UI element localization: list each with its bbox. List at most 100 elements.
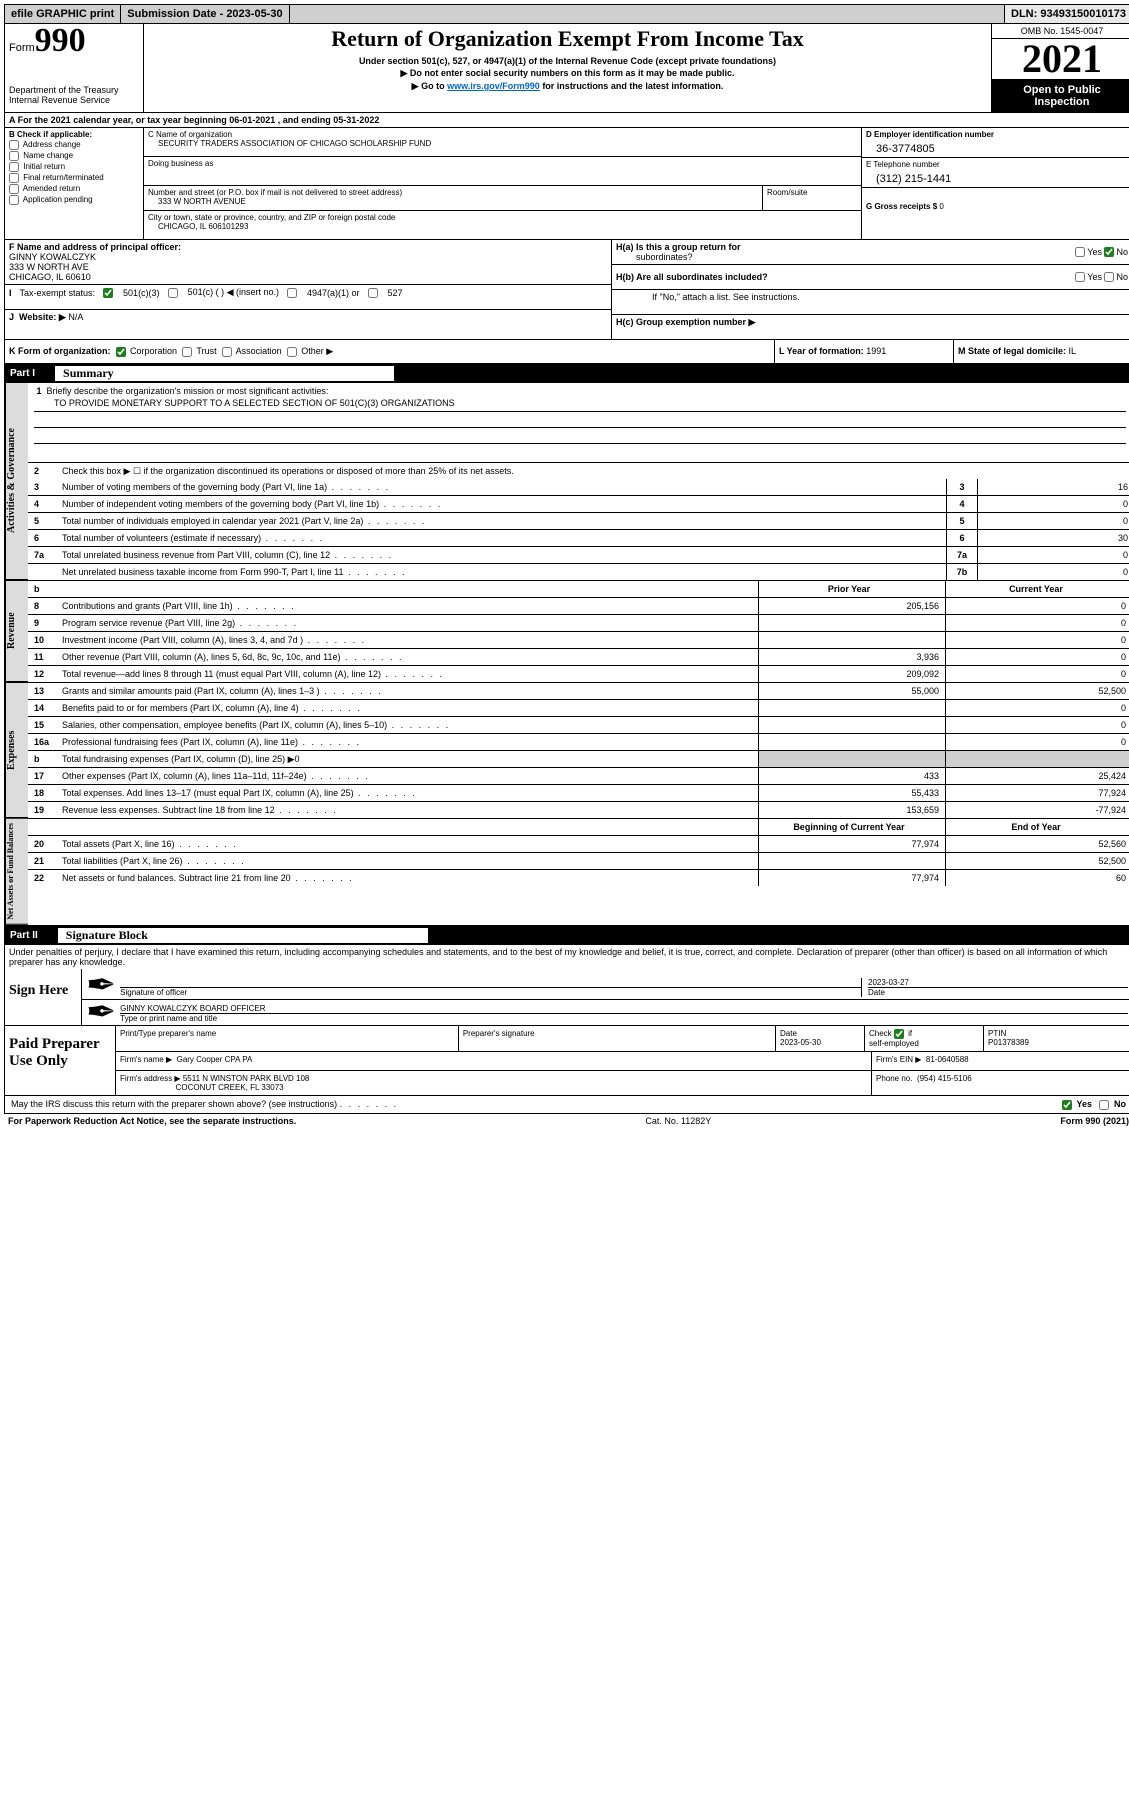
- efile-print-button[interactable]: efile GRAPHIC print: [5, 5, 121, 23]
- section-bcdeg: B Check if applicable: Address change Na…: [4, 128, 1129, 239]
- signer-name-label: Type or print name and title: [120, 1013, 1128, 1023]
- line2-text: Check this box ▶ ☐ if the organization d…: [60, 464, 1129, 479]
- form-ref: Form 990 (2021): [1060, 1116, 1129, 1126]
- col-fij: F Name and address of principal officer:…: [5, 240, 612, 339]
- hb-label: H(b) Are all subordinates included?: [616, 272, 768, 282]
- bottom-row: For Paperwork Reduction Act Notice, see …: [4, 1114, 1129, 1128]
- hc-label: H(c) Group exemption number ▶: [616, 317, 755, 327]
- chk-hb-yes[interactable]: [1075, 272, 1085, 282]
- chk-name-change[interactable]: Name change: [9, 151, 139, 161]
- summary-line: 17Other expenses (Part IX, column (A), l…: [28, 768, 1129, 785]
- dept-label: Department of the Treasury: [9, 85, 139, 95]
- dba-label: Doing business as: [148, 159, 857, 168]
- instr-ssn: Do not enter social security numbers on …: [150, 68, 985, 79]
- chk-assoc[interactable]: [222, 347, 232, 357]
- preparer-sig-label: Preparer's signature: [459, 1026, 776, 1051]
- col-c: C Name of organization SECURITY TRADERS …: [144, 128, 861, 239]
- summary-line: 10Investment income (Part VIII, column (…: [28, 632, 1129, 649]
- j-website-cell: J Website: ▶ N/A: [5, 310, 611, 334]
- col-deg: D Employer identification number 36-3774…: [861, 128, 1129, 239]
- chk-initial-return[interactable]: Initial return: [9, 162, 139, 172]
- form-title: Return of Organization Exempt From Incom…: [150, 26, 985, 52]
- firm-addr2: COCONUT CREEK, FL 33073: [176, 1083, 284, 1092]
- summary-line: 3Number of voting members of the governi…: [28, 479, 1129, 496]
- preparer-name-label: Print/Type preparer's name: [116, 1026, 459, 1051]
- part2-title: Signature Block: [58, 928, 428, 943]
- chk-ha-yes[interactable]: [1075, 247, 1085, 257]
- org-name: SECURITY TRADERS ASSOCIATION OF CHICAGO …: [148, 139, 857, 148]
- summary-line: 8Contributions and grants (Part VIII, li…: [28, 598, 1129, 615]
- open-line1: Open to Public: [994, 84, 1129, 96]
- signature-declaration: Under penalties of perjury, I declare th…: [4, 945, 1129, 969]
- summary-expenses: Expenses 13Grants and similar amounts pa…: [4, 683, 1129, 819]
- summary-line: 5Total number of individuals employed in…: [28, 513, 1129, 530]
- prior-year-hdr: Prior Year: [758, 581, 945, 597]
- tax-year: 2021: [992, 39, 1129, 80]
- k-label: K Form of organization:: [9, 346, 111, 356]
- open-to-public: Open to Public Inspection: [992, 80, 1129, 112]
- vtab-revenue: Revenue: [5, 581, 28, 682]
- signer-name: GINNY KOWALCZYK BOARD OFFICER: [120, 1004, 265, 1013]
- chk-501c3[interactable]: [103, 288, 113, 298]
- paid-row-3: Firm's address ▶ 5511 N WINSTON PARK BLV…: [116, 1071, 1129, 1095]
- open-line2: Inspection: [994, 96, 1129, 108]
- l-label: L Year of formation:: [779, 346, 864, 356]
- k-cell: K Form of organization: Corporation Trus…: [5, 340, 775, 363]
- prep-date-label: Date: [780, 1029, 797, 1038]
- hb-cell: H(b) Are all subordinates included? Yes …: [612, 265, 1129, 290]
- ein-value: 36-3774805: [866, 139, 1128, 155]
- na-header-row: Beginning of Current Year End of Year: [28, 819, 1129, 836]
- chk-final-return[interactable]: Final return/terminated: [9, 173, 139, 183]
- chk-ha-no[interactable]: [1104, 247, 1114, 257]
- mission-label: Briefly describe the organization's miss…: [47, 386, 329, 396]
- chk-trust[interactable]: [182, 347, 192, 357]
- firm-name-label: Firm's name ▶: [120, 1055, 172, 1064]
- summary-line: bTotal fundraising expenses (Part IX, co…: [28, 751, 1129, 768]
- summary-line: 20Total assets (Part X, line 16)77,97452…: [28, 836, 1129, 853]
- sign-here-block: Sign Here ✒ Signature of officer 2023-03…: [4, 969, 1129, 1027]
- summary-line: 22Net assets or fund balances. Subtract …: [28, 870, 1129, 886]
- sign-date-label: Date: [868, 987, 1128, 997]
- m-value: IL: [1069, 346, 1077, 356]
- paid-preparer-label: Paid Preparer Use Only: [5, 1026, 116, 1095]
- chk-discuss-yes[interactable]: [1062, 1100, 1072, 1110]
- sign-date: 2023-03-27: [868, 978, 909, 987]
- discuss-row: May the IRS discuss this return with the…: [4, 1096, 1129, 1114]
- summary-netassets: Net Assets or Fund Balances Beginning of…: [4, 819, 1129, 926]
- l-value: 1991: [866, 346, 886, 356]
- firm-addr: 5511 N WINSTON PARK BLVD 108: [183, 1074, 310, 1083]
- irs-link[interactable]: www.irs.gov/Form990: [447, 81, 540, 91]
- line-a-text: For the 2021 calendar year, or tax year …: [18, 115, 380, 125]
- summary-line: 16aProfessional fundraising fees (Part I…: [28, 734, 1129, 751]
- paid-row-1: Print/Type preparer's name Preparer's si…: [116, 1026, 1129, 1052]
- summary-governance: Activities & Governance 1 Briefly descri…: [4, 383, 1129, 581]
- firm-phone: (954) 415-5106: [917, 1074, 972, 1083]
- chk-4947[interactable]: [287, 288, 297, 298]
- ptin-value: P01378389: [988, 1038, 1029, 1047]
- submission-date-button[interactable]: Submission Date - 2023-05-30: [121, 5, 289, 23]
- instr-goto-pre: Go to: [421, 81, 447, 91]
- chk-527[interactable]: [368, 288, 378, 298]
- summary-line: 4Number of independent voting members of…: [28, 496, 1129, 513]
- chk-amended-return[interactable]: Amended return: [9, 184, 139, 194]
- phone-value: (312) 215-1441: [866, 169, 1128, 185]
- chk-hb-no[interactable]: [1104, 272, 1114, 282]
- chk-501c[interactable]: [168, 288, 178, 298]
- summary-line: 15Salaries, other compensation, employee…: [28, 717, 1129, 734]
- f-label: F Name and address of principal officer:: [9, 242, 181, 252]
- dln-label: DLN: 93493150010173: [1005, 5, 1129, 23]
- discuss-text: May the IRS discuss this return with the…: [11, 1099, 337, 1109]
- room-label: Room/suite: [763, 186, 861, 210]
- chk-corp[interactable]: [116, 347, 126, 357]
- chk-address-change[interactable]: Address change: [9, 140, 139, 150]
- g-gross-cell: G Gross receipts $ 0: [862, 188, 1129, 228]
- vtab-governance: Activities & Governance: [5, 383, 28, 580]
- chk-discuss-no[interactable]: [1099, 1100, 1109, 1110]
- chk-self-employed[interactable]: [894, 1029, 904, 1039]
- chk-application-pending[interactable]: Application pending: [9, 195, 139, 205]
- chk-other[interactable]: [287, 347, 297, 357]
- summary-line: 13Grants and similar amounts paid (Part …: [28, 683, 1129, 700]
- ein-label: D Employer identification number: [866, 130, 994, 139]
- header-right: OMB No. 1545-0047 2021 Open to Public In…: [991, 24, 1129, 112]
- summary-line: 12Total revenue—add lines 8 through 11 (…: [28, 666, 1129, 682]
